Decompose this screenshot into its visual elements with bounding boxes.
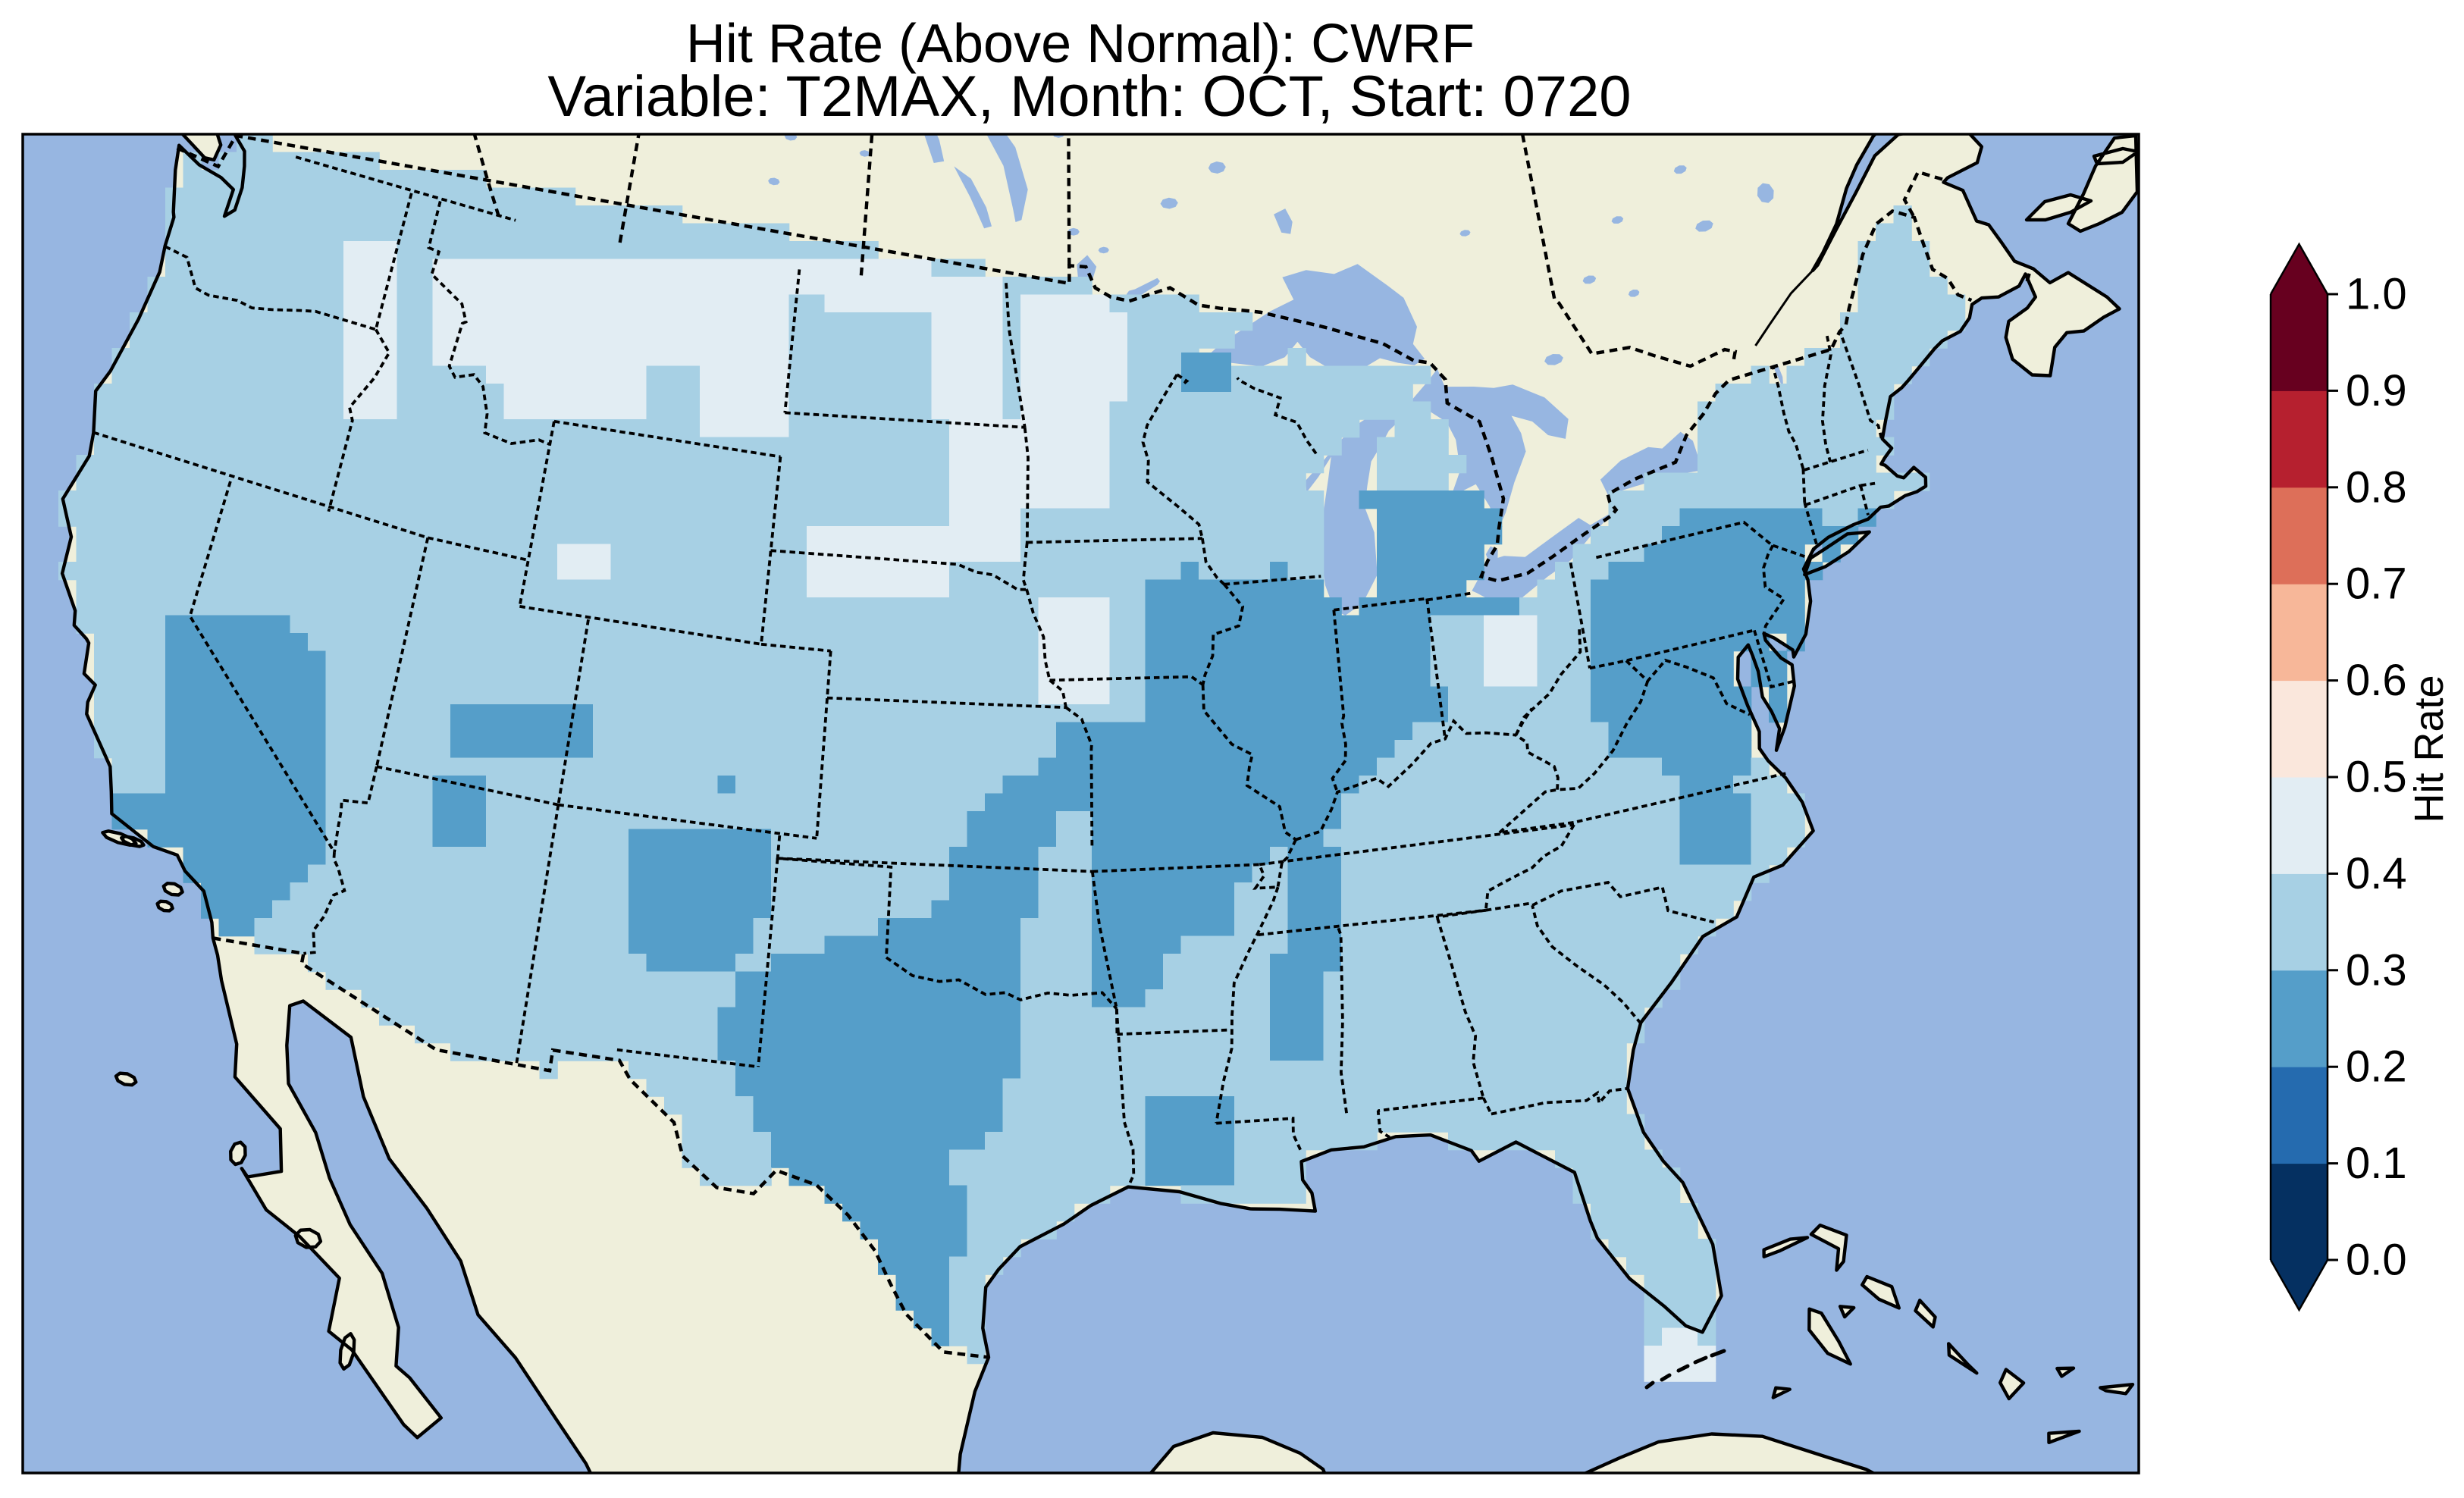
svg-text:1.0: 1.0	[2346, 270, 2407, 319]
svg-text:0.1: 0.1	[2346, 1139, 2407, 1188]
svg-text:0.9: 0.9	[2346, 366, 2407, 415]
svg-text:Variable: T2MAX, Month: OCT, S: Variable: T2MAX, Month: OCT, Start: 0720	[547, 64, 1631, 129]
svg-text:0.3: 0.3	[2346, 945, 2407, 995]
svg-text:0.0: 0.0	[2346, 1236, 2407, 1285]
svg-text:0.5: 0.5	[2346, 753, 2407, 802]
svg-text:0.4: 0.4	[2346, 849, 2407, 898]
svg-text:Hit Rate (Above Normal): CWRF: Hit Rate (Above Normal): CWRF	[686, 14, 1475, 74]
svg-text:Hit Rate: Hit Rate	[2406, 675, 2452, 823]
svg-text:0.7: 0.7	[2346, 559, 2407, 609]
svg-text:0.2: 0.2	[2346, 1042, 2407, 1092]
svg-text:0.6: 0.6	[2346, 656, 2407, 705]
svg-text:0.8: 0.8	[2346, 462, 2407, 512]
